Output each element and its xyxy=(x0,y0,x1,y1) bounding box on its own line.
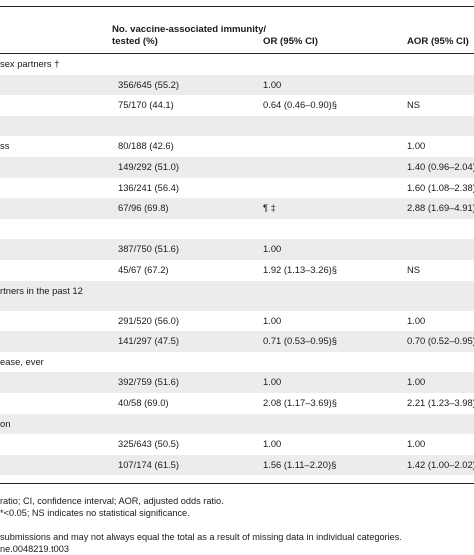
cell-immunity-tested: 45/67 (67.2) xyxy=(118,263,169,275)
table-row: 107/174 (61.5) 1.56 (1.11–2.20)§ 1.42 (1.0… xyxy=(0,454,474,476)
table-bottom-rule xyxy=(0,483,474,484)
cell-aor: 1.00 xyxy=(407,438,426,450)
cell-or: 0.64 (0.46–0.90)§ xyxy=(263,99,338,111)
cell-immunity-tested: 392/759 (51.6) xyxy=(118,376,179,388)
cell-immunity-tested: 356/645 (55.2) xyxy=(118,78,179,90)
table-row: 40/58 (69.0) 2.08 (1.17–3.69)§ 2.21 (1.23–… xyxy=(0,393,474,414)
header-or: OR (95% CI) xyxy=(263,36,318,47)
cell-immunity-tested: 107/174 (61.5) xyxy=(118,458,179,470)
header-rule xyxy=(0,53,474,54)
cell-or: 1.00 xyxy=(263,78,282,90)
table-row: rtners in the past 12 xyxy=(0,280,474,311)
table-row xyxy=(0,115,474,137)
cell-aor: NS xyxy=(407,99,421,111)
cell-aor: NS xyxy=(407,263,421,275)
footnote-line: ratio; CI, confidence interval; AOR, adj… xyxy=(0,496,224,506)
cell-immunity-tested: 136/241 (56.4) xyxy=(118,181,179,193)
table-row: 291/520 (56.0) 1.00 1.00 xyxy=(0,311,474,332)
header-aor: AOR (95% CI) xyxy=(407,36,469,47)
row-label: on xyxy=(0,417,11,429)
table-row: 136/241 (56.4) 1.60 (1.08–2.38)§ xyxy=(0,178,474,199)
row-label: sex partners † xyxy=(0,58,60,69)
footnote-line: ne.0048219.t003 xyxy=(0,544,69,554)
header-vaccine-immunity: No. vaccine-associated immunity/ tested … xyxy=(112,24,272,48)
cell-immunity-tested: 80/188 (42.6) xyxy=(118,140,174,152)
cell-or: 1.56 (1.11–2.20)§ xyxy=(263,458,337,470)
table-row: 325/643 (50.5) 1.00 1.00 xyxy=(0,434,474,455)
table-row: sex partners † xyxy=(0,54,474,75)
cell-aor: 1.00 xyxy=(407,140,426,152)
cell-aor: 0.70 (0.52–0.95)§ xyxy=(407,335,474,347)
table-top-rule xyxy=(0,6,474,7)
table-header: No. vaccine-associated immunity/ tested … xyxy=(0,17,474,57)
footnote-line: submissions and may not always equal the… xyxy=(0,532,402,542)
cell-immunity-tested: 67/96 (69.8) xyxy=(118,202,169,214)
cell-aor: 1.42 (1.00–2.02)§ xyxy=(407,458,474,470)
row-label: rtners in the past 12 xyxy=(0,285,83,297)
cell-immunity-tested: 149/292 (51.0) xyxy=(118,160,179,172)
cell-aor: 2.21 (1.23–3.98)* xyxy=(407,396,474,408)
footnote-line xyxy=(0,519,474,531)
table-row: 356/645 (55.2) 1.00 xyxy=(0,74,474,96)
table-body: sex partners † 356/645 (55.2) 1.00 75/170 (… xyxy=(0,54,474,476)
table-row: ss 80/188 (42.6) 1.00 xyxy=(0,136,474,157)
cell-aor: 2.88 (1.69–4.91)§ xyxy=(407,202,474,214)
cell-or: 2.08 (1.17–3.69)§ xyxy=(263,396,338,408)
cell-aor: 1.40 (0.96–2.04)¶ xyxy=(407,160,474,172)
cell-immunity-tested: 291/520 (56.0) xyxy=(118,314,179,326)
cell-immunity-tested: 75/170 (44.1) xyxy=(118,99,174,111)
header-col2-line2: tested (%) xyxy=(112,36,158,47)
table-row: 141/297 (47.5) 0.71 (0.53–0.95)§ 0.70 (0.5… xyxy=(0,331,474,352)
cell-immunity-tested: 141/297 (47.5) xyxy=(118,335,179,347)
footnote-line: *<0.05; NS indicates no statistical sign… xyxy=(0,508,190,518)
cell-immunity-tested: 40/58 (69.0) xyxy=(118,396,169,408)
cell-immunity-tested: 325/643 (50.5) xyxy=(118,438,179,450)
cell-or: ¶ ‡ xyxy=(263,202,276,214)
header-col2-line1: No. vaccine-associated immunity/ xyxy=(112,24,267,35)
cell-or: 0.71 (0.53–0.95)§ xyxy=(263,335,338,347)
table-row: 149/292 (51.0) 1.40 (0.96–2.04)¶ xyxy=(0,156,474,178)
cell-or: 1.00 xyxy=(263,376,282,388)
cell-aor: 1.60 (1.08–2.38)§ xyxy=(407,181,474,193)
row-label: ss xyxy=(0,140,10,152)
cell-immunity-tested: 387/750 (51.6) xyxy=(118,243,179,255)
table-row xyxy=(0,219,474,240)
cell-aor: 1.00 xyxy=(407,376,426,388)
table-row: 67/96 (69.8) ¶ ‡ 2.88 (1.69–4.91)§ xyxy=(0,198,474,219)
cell-or: 1.00 xyxy=(263,243,282,255)
cell-aor: 1.00 xyxy=(407,314,426,326)
row-label: ease, ever xyxy=(0,355,44,367)
table-row: 45/67 (67.2) 1.92 (1.13–3.26)§ NS xyxy=(0,260,474,281)
cell-or: 1.00 xyxy=(263,438,282,450)
table-row: 75/170 (44.1) 0.64 (0.46–0.90)§ NS xyxy=(0,95,474,116)
table-row: 387/750 (51.6) 1.00 xyxy=(0,239,474,260)
table-row: on xyxy=(0,413,474,435)
cell-or: 1.00 xyxy=(263,314,282,326)
row-label-line1: rtners in the past 12 xyxy=(0,284,83,296)
table-row: 392/759 (51.6) 1.00 1.00 xyxy=(0,372,474,393)
cell-or: 1.92 (1.13–3.26)§ xyxy=(263,263,338,275)
table-row: ease, ever xyxy=(0,352,474,373)
table-footnotes: ratio; CI, confidence interval; AOR, adj… xyxy=(0,495,474,555)
